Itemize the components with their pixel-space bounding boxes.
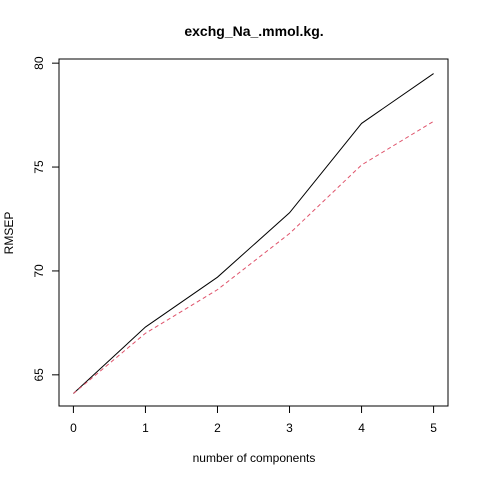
y-tick-label: 80: [32, 56, 46, 70]
y-tick-label: 65: [32, 368, 46, 382]
series-line-dashed: [73, 120, 434, 394]
x-tick-label: 0: [70, 421, 77, 435]
y-tick-label: 70: [32, 264, 46, 278]
y-axis-label: RMSEP: [2, 212, 16, 255]
x-axis: 0 1 2 3 4 5: [70, 405, 437, 435]
x-tick-label: 1: [142, 421, 149, 435]
plot-frame: [58, 58, 449, 407]
x-tick-label: 2: [214, 421, 221, 435]
x-tick-label: 5: [430, 421, 437, 435]
x-tick-label: 4: [358, 421, 365, 435]
y-tick-label: 75: [32, 160, 46, 174]
chart-title: exchg_Na_.mmol.kg.: [184, 23, 323, 39]
x-axis-label: number of components: [193, 451, 316, 465]
y-axis: 65 70 75 80: [32, 56, 60, 382]
x-tick-label: 3: [286, 421, 293, 435]
series-layer: [73, 73, 434, 394]
series-line-solid: [73, 73, 434, 394]
